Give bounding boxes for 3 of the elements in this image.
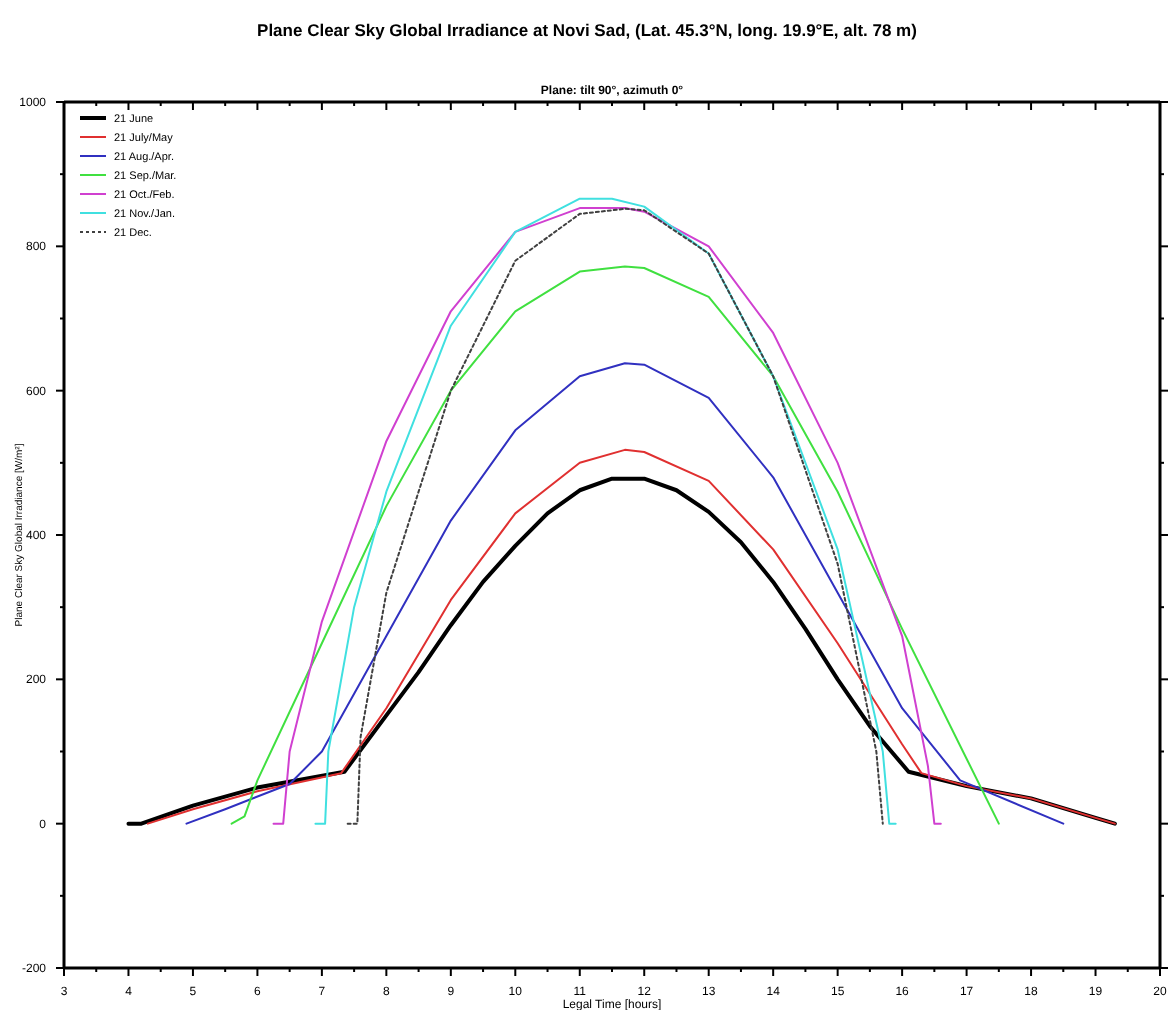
- line-series: [230, 265, 1000, 825]
- chart-title: Plane Clear Sky Global Irradiance at Novi Sad, (Lat. 45.3°N, long. 19.9°E, alt. 78 m): [257, 20, 918, 40]
- line-series: [185, 362, 1065, 825]
